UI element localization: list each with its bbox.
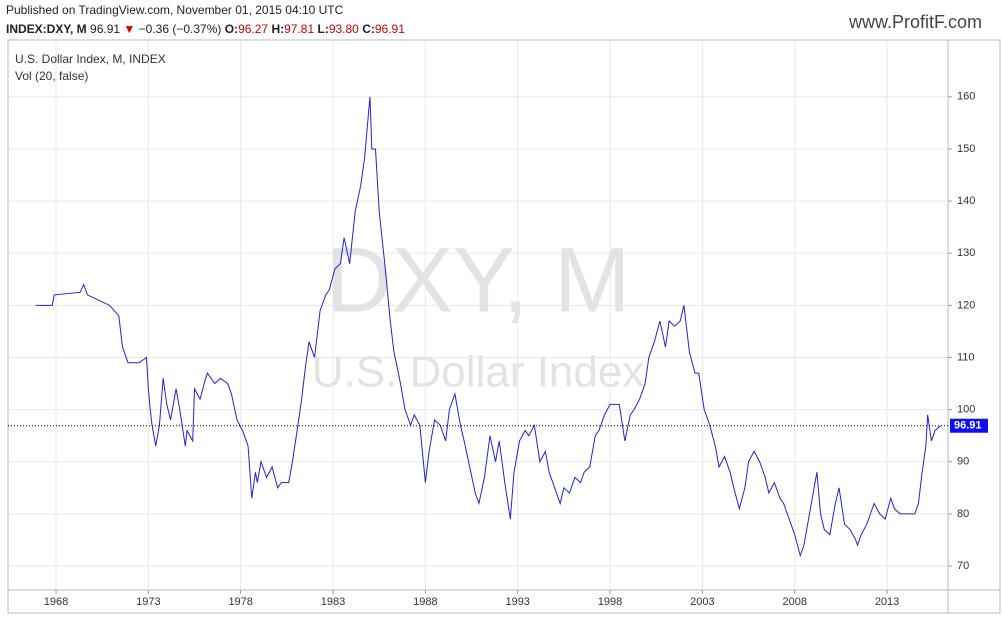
y-tick-label: 80	[957, 508, 969, 520]
y-tick-label: 100	[957, 404, 975, 416]
y-tick-label: 160	[957, 91, 975, 103]
x-tick-label: 2008	[782, 596, 806, 608]
y-tick-label: 150	[957, 143, 975, 155]
x-tick-label: 1988	[413, 596, 437, 608]
y-tick-label: 140	[957, 195, 975, 207]
open: 96.27	[238, 22, 269, 36]
last-price-label: 96.91	[954, 420, 982, 432]
x-tick-label: 1968	[44, 596, 68, 608]
x-tick-label: 1993	[505, 596, 529, 608]
x-tick-label: 1983	[321, 596, 345, 608]
x-tick-label: 2003	[690, 596, 714, 608]
low-label: L:	[317, 22, 329, 36]
x-tick-label: 2013	[875, 596, 899, 608]
y-tick-label: 130	[957, 247, 975, 259]
low: 93.80	[328, 22, 359, 36]
x-tick-label: 1978	[228, 596, 252, 608]
watermark: DXY, M	[325, 229, 630, 331]
quote-line: INDEX:DXY, M 96.91 ▼ −0.36 (−0.37%) O:96…	[6, 22, 405, 36]
watermark-subtitle: U.S. Dollar Index	[312, 348, 645, 397]
last-price: 96.91	[90, 22, 121, 36]
indicator-label: Vol (20, false)	[15, 69, 88, 83]
symbol: INDEX:DXY, M	[6, 22, 87, 36]
close: 96.91	[374, 22, 405, 36]
x-tick-label: 1973	[136, 596, 160, 608]
chart-frame	[7, 39, 1001, 614]
logo: www.ProfitF.com	[848, 12, 982, 32]
header: Published on TradingView.com, November 0…	[0, 0, 1002, 40]
high-label: H:	[271, 22, 285, 36]
x-tick-label: 1998	[598, 596, 622, 608]
change-arrow: ▼	[123, 22, 136, 36]
price-line-series	[35, 96, 941, 558]
published-note: Published on TradingView.com, November 0…	[6, 3, 344, 17]
legend-entry: U.S. Dollar Index, M, INDEX	[15, 52, 166, 66]
open-label: O:	[224, 22, 239, 36]
y-tick-label: 90	[957, 456, 969, 468]
y-tick-label: 120	[957, 299, 975, 311]
y-tick-label: 70	[957, 560, 969, 572]
change: −0.36 (−0.37%)	[138, 22, 222, 36]
close-label: C:	[362, 22, 375, 36]
high: 97.81	[284, 22, 315, 36]
y-tick-label: 110	[957, 351, 975, 363]
grid	[8, 40, 948, 590]
last-price-badge	[950, 418, 988, 433]
